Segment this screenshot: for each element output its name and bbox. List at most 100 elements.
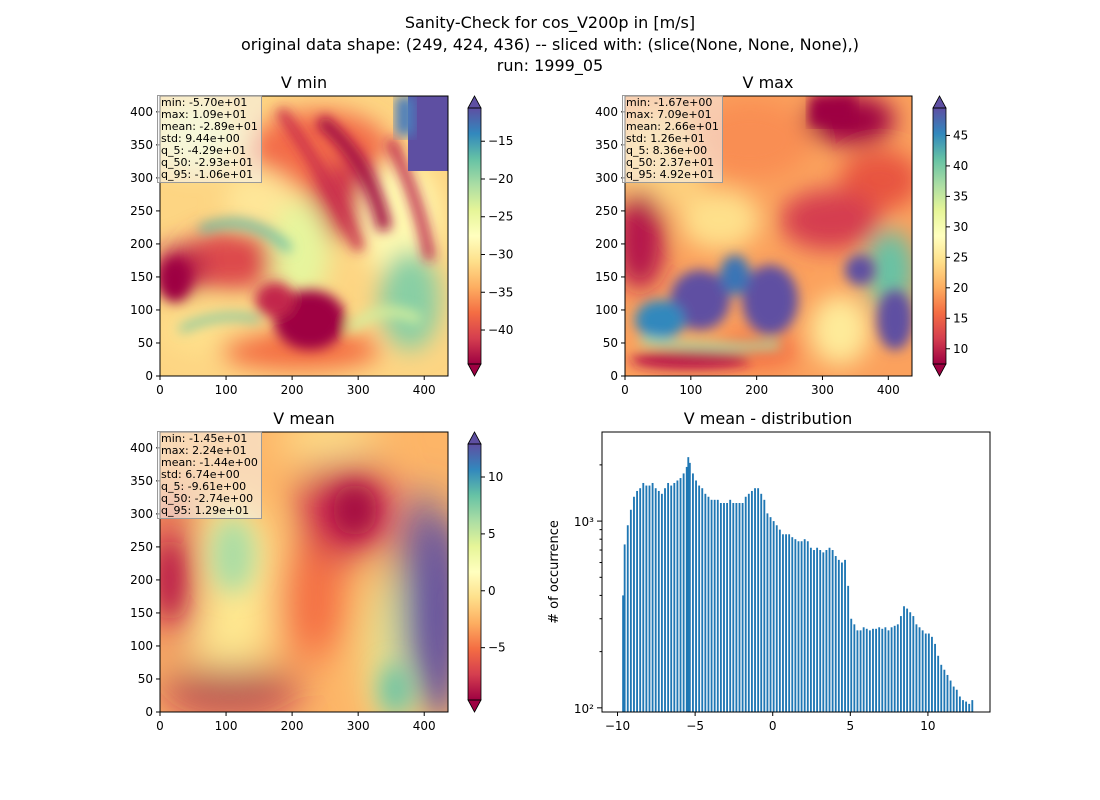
histogram-bar — [937, 655, 940, 712]
title-v-max: V max — [743, 73, 794, 92]
colorbar-extend-top — [467, 431, 482, 445]
colorbar-extend-top — [932, 95, 947, 109]
stat-line: q_50: -2.93e+01 — [161, 156, 254, 169]
colorbar-tick-label: 30 — [953, 220, 968, 234]
histogram-bar — [685, 466, 688, 712]
histogram-bar — [648, 485, 651, 712]
colorbar-v-min: −40 −35 −30 −25 −20 −15 — [467, 95, 513, 377]
histogram-bar — [965, 701, 968, 712]
y-tick-label: 50 — [138, 336, 153, 350]
y-tick-label: 300 — [595, 171, 618, 185]
histogram-bar — [918, 627, 921, 712]
x-tick-label: 0 — [156, 383, 164, 397]
histogram-bar — [679, 478, 682, 712]
stats-box-v-max: min: -1.67e+00 max: 7.09e+01 mean: 2.66e… — [622, 95, 723, 183]
stat-line: q_5: 8.36e+00 — [626, 144, 708, 157]
y-tick-label: 50 — [138, 672, 153, 686]
histogram-bar — [841, 562, 843, 712]
title-v-mean: V mean — [273, 409, 334, 428]
histogram-bar — [726, 503, 729, 712]
colorbar-extend-top — [467, 95, 482, 109]
colorbar-tick-label: −40 — [488, 323, 513, 337]
x-tick-label: 200 — [281, 383, 304, 397]
stat-line: q_95: 1.29e+01 — [161, 504, 250, 517]
colorbar-tick-label: −15 — [488, 134, 513, 148]
histogram-bar — [834, 556, 837, 712]
histogram-bar — [772, 521, 775, 712]
histogram-bar — [698, 485, 701, 712]
colorbar-v-mean: −5 0 5 10 — [467, 431, 506, 713]
y-tick-label: 150 — [595, 270, 618, 284]
y-tick-label: 200 — [595, 237, 618, 251]
x-tick-label: 100 — [215, 383, 238, 397]
histogram-bar — [958, 696, 961, 712]
stat-line: max: 1.09e+01 — [161, 108, 247, 121]
histogram-bar — [723, 503, 725, 712]
y-tick-label: 400 — [130, 105, 153, 119]
colorbar-frame — [932, 107, 947, 365]
histogram-bar — [962, 700, 964, 712]
colorbar-tick-label: −30 — [488, 248, 513, 262]
y-tick-label: 0 — [145, 369, 153, 383]
histogram-bar — [909, 612, 912, 712]
histogram-bar — [955, 689, 958, 712]
histogram-bar — [673, 482, 676, 712]
colorbar-v-max: 10 15 20 25 30 35 40 45 — [932, 95, 968, 377]
figure-title-line-1: Sanity-Check for cos_V200p in [m/s] — [404, 13, 696, 32]
histogram-bar — [707, 496, 710, 712]
histogram-bar — [884, 627, 887, 712]
histogram-bar — [732, 503, 735, 712]
y-axis-v-mean: 0 50 100 150 200 250 300 350 400 — [130, 441, 160, 719]
histogram-bar — [844, 559, 846, 712]
histogram-bar — [893, 625, 896, 712]
histogram-bar — [887, 630, 890, 712]
histogram-bar — [797, 541, 800, 712]
colorbar-extend-bottom — [467, 363, 482, 377]
y-tick-label: 150 — [130, 270, 153, 284]
stat-line: mean: -2.89e+01 — [161, 120, 258, 133]
y-tick-label: 10² — [574, 702, 594, 716]
y-tick-label: 200 — [130, 237, 153, 251]
histogram-bar — [716, 499, 719, 712]
histogram-bar — [809, 547, 812, 712]
histogram-bar — [741, 503, 744, 712]
histogram-bar — [744, 496, 747, 712]
figure-title-line-3: run: 1999_05 — [496, 56, 604, 75]
histogram-bars — [622, 457, 974, 712]
x-tick-label: 5 — [846, 719, 854, 733]
x-axis-v-mean: 0 100 200 300 400 — [156, 712, 436, 733]
histogram-bar — [654, 488, 657, 712]
stat-line: q_50: -2.74e+00 — [161, 492, 254, 505]
x-tick-label: 200 — [281, 719, 304, 733]
histogram-bar — [822, 552, 825, 712]
x-tick-label: 10 — [920, 719, 935, 733]
histogram-bar — [682, 473, 685, 712]
colorbar-tick-label: 35 — [953, 189, 968, 203]
stat-line: q_5: -9.61e+00 — [161, 480, 247, 493]
stat-line: mean: 2.66e+01 — [626, 120, 719, 133]
stat-line: min: -1.67e+00 — [626, 96, 713, 109]
histogram-bar — [924, 633, 927, 712]
y-tick-label: 100 — [130, 639, 153, 653]
histogram-bar — [626, 525, 629, 712]
histogram-bar — [934, 643, 936, 712]
y-tick-label: 350 — [130, 474, 153, 488]
histogram-bar — [899, 616, 902, 712]
stat-line: min: -5.70e+01 — [161, 96, 248, 109]
y-tick-label: 0 — [145, 705, 153, 719]
y-axis-distribution: 10² 10³ — [574, 464, 602, 716]
histogram-bar — [968, 703, 971, 712]
histogram-bar — [856, 630, 859, 712]
histogram-bar — [633, 496, 635, 712]
colorbar-tick-label: −20 — [488, 172, 513, 186]
x-tick-label: −10 — [605, 719, 630, 733]
stat-line: max: 7.09e+01 — [626, 108, 712, 121]
title-v-min: V min — [281, 73, 327, 92]
histogram-bar — [670, 485, 673, 712]
histogram-bar — [813, 550, 815, 712]
histogram-bar — [896, 624, 899, 712]
x-tick-label: −5 — [686, 719, 704, 733]
histogram-bar — [837, 559, 840, 712]
histogram-bar — [757, 488, 760, 712]
colorbar-gradient — [933, 108, 946, 364]
